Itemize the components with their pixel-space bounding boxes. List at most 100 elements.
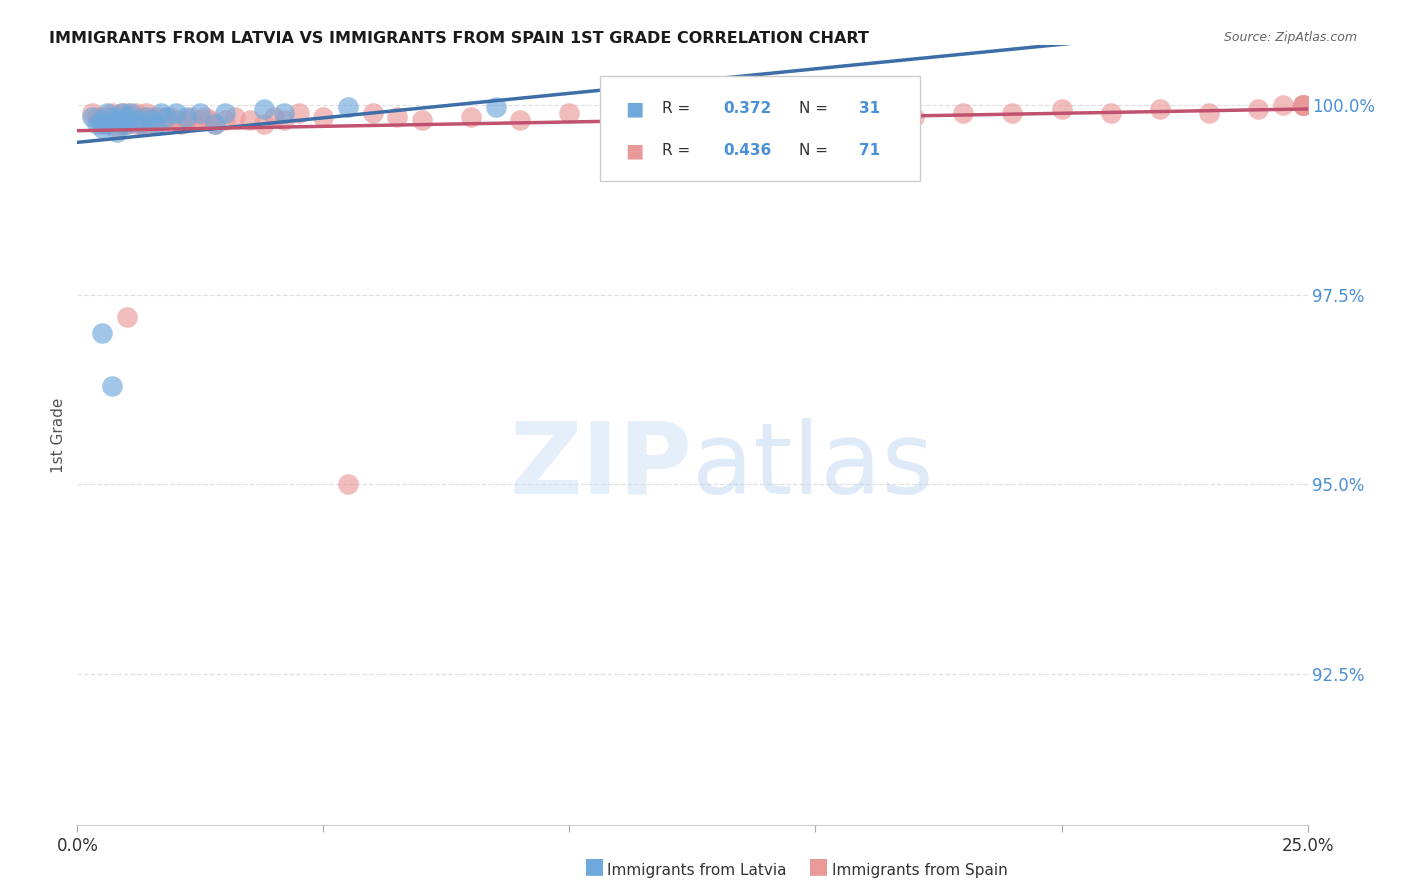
Point: [214, 113, 236, 128]
Point: [115, 310, 138, 325]
Point: [174, 113, 197, 128]
Point: [1292, 98, 1315, 112]
Point: [558, 105, 581, 120]
Text: Immigrants from Latvia: Immigrants from Latvia: [607, 863, 787, 878]
Point: [1198, 105, 1220, 120]
Point: [312, 110, 335, 124]
Point: [82, 105, 104, 120]
Point: [90, 326, 114, 340]
Point: [903, 110, 925, 124]
Point: [706, 98, 728, 112]
Point: [101, 110, 124, 124]
Point: [82, 110, 104, 124]
Point: [1099, 105, 1122, 120]
Point: [129, 110, 153, 124]
Point: [1292, 98, 1315, 112]
Text: ZIP: ZIP: [509, 417, 693, 515]
Point: [607, 110, 630, 124]
Point: [188, 113, 212, 128]
Point: [253, 117, 276, 131]
Point: [337, 477, 360, 491]
Text: R =: R =: [662, 102, 695, 116]
Point: [194, 110, 217, 124]
Point: [170, 117, 193, 131]
Point: [288, 105, 311, 120]
Point: [204, 117, 226, 131]
Point: [160, 110, 183, 124]
Point: [111, 117, 132, 131]
Point: [129, 117, 153, 131]
Point: [657, 105, 679, 120]
Point: [141, 113, 163, 128]
Text: atlas: atlas: [693, 417, 934, 515]
Text: Immigrants from Spain: Immigrants from Spain: [832, 863, 1008, 878]
Point: [460, 110, 482, 124]
Text: R =: R =: [662, 144, 695, 159]
Point: [239, 113, 262, 128]
Point: [111, 105, 132, 120]
Point: [86, 117, 108, 131]
Text: N =: N =: [800, 102, 834, 116]
Point: [273, 105, 295, 120]
Point: [1149, 102, 1171, 116]
Text: N =: N =: [800, 144, 834, 159]
Point: [135, 117, 157, 131]
Point: [509, 113, 531, 128]
FancyBboxPatch shape: [600, 76, 920, 181]
Point: [214, 105, 236, 120]
Point: [853, 105, 876, 120]
Point: [1001, 105, 1024, 120]
Point: [141, 110, 163, 124]
Point: [165, 113, 187, 128]
Point: [200, 113, 222, 128]
Point: [90, 110, 114, 124]
Point: [150, 105, 173, 120]
Text: ■: ■: [624, 99, 643, 119]
Point: [96, 105, 118, 120]
Point: [174, 110, 197, 124]
Point: [145, 110, 167, 124]
Point: [111, 117, 132, 131]
Point: [121, 105, 143, 120]
Point: [115, 105, 138, 120]
Point: [105, 125, 128, 139]
Point: [204, 117, 226, 131]
Point: [150, 117, 173, 131]
Point: [129, 117, 153, 131]
Point: [224, 110, 246, 124]
Text: 31: 31: [859, 102, 880, 116]
Text: 0.436: 0.436: [723, 144, 772, 159]
Text: 0.372: 0.372: [723, 102, 772, 116]
Point: [135, 105, 157, 120]
Text: 71: 71: [859, 144, 880, 159]
Point: [90, 120, 114, 135]
Point: [706, 110, 728, 124]
Point: [1292, 98, 1315, 112]
Point: [90, 113, 114, 128]
Text: Source: ZipAtlas.com: Source: ZipAtlas.com: [1223, 31, 1357, 45]
Point: [337, 100, 360, 114]
Point: [253, 102, 276, 116]
Point: [804, 110, 827, 124]
Point: [411, 113, 433, 128]
Text: ■: ■: [583, 856, 605, 876]
Point: [263, 110, 285, 124]
Point: [155, 110, 177, 124]
Point: [1050, 102, 1073, 116]
Point: [111, 113, 132, 128]
Point: [1247, 102, 1270, 116]
Point: [115, 117, 138, 131]
Point: [101, 117, 124, 131]
Point: [90, 117, 114, 131]
Point: [385, 110, 409, 124]
Point: [485, 100, 508, 114]
Point: [165, 105, 187, 120]
Point: [125, 113, 148, 128]
Point: [86, 110, 108, 124]
Point: [105, 113, 128, 128]
Point: [96, 110, 118, 124]
Point: [141, 117, 163, 131]
Point: [1272, 98, 1295, 112]
Point: [96, 117, 118, 131]
Text: ■: ■: [808, 856, 830, 876]
